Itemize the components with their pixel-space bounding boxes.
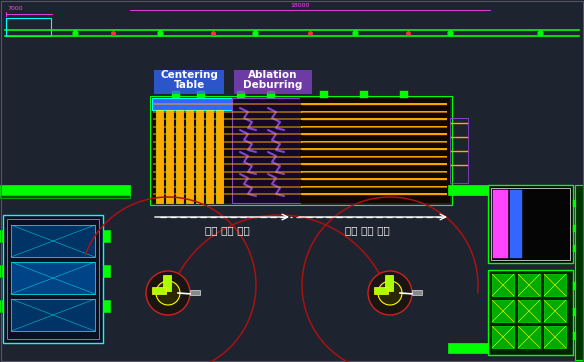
Bar bbox=[491, 188, 570, 260]
Bar bbox=[196, 110, 203, 203]
Bar bbox=[0, 185, 130, 195]
Bar bbox=[11, 225, 95, 257]
Bar bbox=[190, 290, 200, 295]
Bar bbox=[11, 262, 95, 294]
Bar bbox=[573, 200, 584, 207]
Text: 출측 셔틀 이동: 출측 셔틀 이동 bbox=[345, 225, 390, 235]
Bar bbox=[518, 326, 540, 348]
Bar bbox=[488, 270, 573, 355]
Bar bbox=[103, 230, 110, 242]
Bar bbox=[300, 98, 450, 203]
Bar bbox=[267, 91, 275, 98]
Bar bbox=[360, 91, 368, 98]
Text: 7000: 7000 bbox=[7, 6, 23, 11]
Bar bbox=[400, 91, 408, 98]
Bar bbox=[450, 118, 468, 183]
Bar bbox=[103, 265, 110, 277]
Bar bbox=[172, 91, 180, 98]
Bar bbox=[518, 274, 540, 296]
Bar bbox=[448, 185, 488, 195]
Bar bbox=[573, 332, 584, 340]
Bar bbox=[510, 190, 522, 258]
Bar bbox=[156, 110, 163, 203]
Bar bbox=[186, 110, 193, 203]
Bar bbox=[493, 190, 508, 258]
Bar bbox=[6, 18, 51, 36]
Bar bbox=[152, 287, 166, 294]
Bar bbox=[206, 110, 213, 203]
Bar bbox=[492, 274, 514, 296]
Circle shape bbox=[146, 271, 190, 315]
Bar bbox=[518, 300, 540, 322]
Bar bbox=[412, 290, 422, 295]
Bar bbox=[150, 96, 452, 205]
Bar bbox=[152, 98, 232, 203]
Text: Centering: Centering bbox=[160, 70, 218, 80]
Bar bbox=[374, 287, 388, 294]
Text: Table: Table bbox=[173, 80, 204, 90]
Bar bbox=[0, 230, 3, 242]
Bar bbox=[575, 185, 583, 360]
Bar bbox=[0, 195, 130, 198]
Bar bbox=[237, 91, 245, 98]
Circle shape bbox=[368, 271, 412, 315]
Bar bbox=[544, 326, 566, 348]
Bar bbox=[544, 300, 566, 322]
Bar bbox=[216, 110, 223, 203]
Text: Ablation: Ablation bbox=[248, 70, 298, 80]
Bar bbox=[197, 91, 205, 98]
Bar bbox=[7, 219, 99, 339]
Bar bbox=[234, 70, 312, 94]
Bar bbox=[544, 274, 566, 296]
Circle shape bbox=[156, 281, 180, 305]
Bar bbox=[573, 282, 584, 290]
Bar bbox=[103, 300, 110, 312]
Bar bbox=[3, 215, 103, 343]
Bar bbox=[492, 326, 514, 348]
Bar bbox=[488, 185, 573, 263]
Bar bbox=[11, 299, 95, 331]
Text: 입측 셔틀 이동: 입측 셔틀 이동 bbox=[204, 225, 249, 235]
Bar bbox=[448, 343, 488, 353]
Bar bbox=[232, 98, 300, 203]
Bar bbox=[385, 275, 393, 291]
Circle shape bbox=[378, 281, 402, 305]
Bar bbox=[0, 265, 3, 277]
Bar bbox=[166, 110, 173, 203]
Bar bbox=[176, 110, 183, 203]
Text: 18000: 18000 bbox=[290, 3, 310, 8]
Bar bbox=[0, 300, 3, 312]
Bar bbox=[152, 98, 232, 110]
Bar bbox=[163, 275, 171, 291]
Bar bbox=[320, 91, 328, 98]
Bar bbox=[154, 70, 224, 94]
Bar bbox=[573, 308, 584, 316]
Text: Deburring: Deburring bbox=[244, 80, 303, 90]
Bar bbox=[573, 225, 584, 232]
Bar bbox=[573, 245, 584, 252]
Bar bbox=[492, 300, 514, 322]
